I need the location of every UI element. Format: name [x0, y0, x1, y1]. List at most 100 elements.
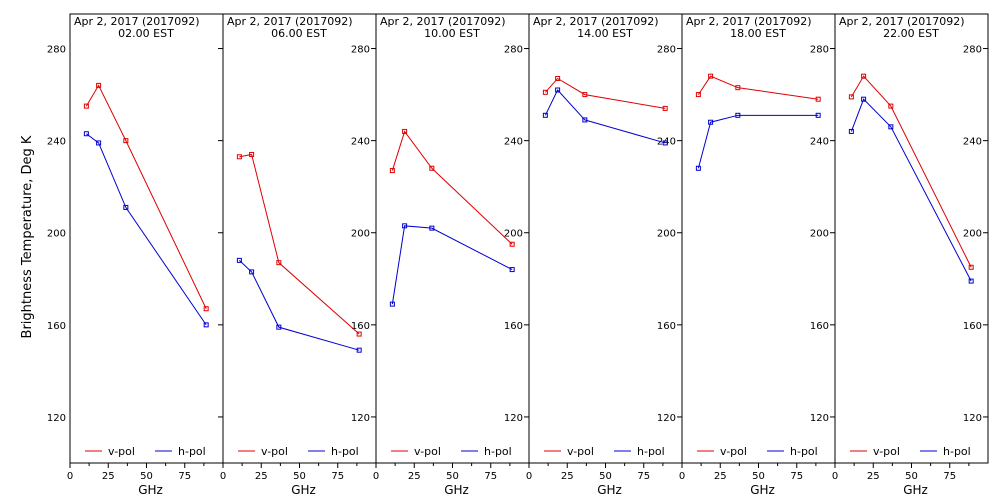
legend-label-h-pol: h-pol [484, 445, 512, 458]
data-point-h-pol [735, 112, 741, 118]
data-point-v-pol [389, 168, 395, 174]
panel-frame [69, 13, 224, 464]
data-point-h-pol [83, 131, 89, 137]
series-line-h-pol [850, 98, 972, 282]
data-point-v-pol [356, 331, 362, 337]
y-axis-label: Brightness Temperature, Deg K [20, 135, 35, 338]
x-tick-label: 50 [599, 471, 612, 482]
panels-group: Apr 2, 2017 (2017092)02.00 EST1201602002… [47, 13, 989, 497]
x-tick-label: 75 [484, 471, 497, 482]
data-point-v-pol [402, 128, 408, 134]
data-point-h-pol [888, 124, 894, 130]
y-tick-label: 200 [351, 229, 370, 240]
data-point-h-pol [249, 269, 255, 275]
data-point-v-pol [236, 154, 242, 160]
y-tick-label: 160 [504, 321, 523, 332]
x-tick-label: 0 [67, 471, 73, 482]
x-axis-label: GHz [291, 483, 316, 497]
data-point-v-pol [662, 105, 668, 111]
x-axis-label: GHz [903, 483, 928, 497]
data-point-h-pol [402, 223, 408, 229]
x-tick-label: 0 [526, 471, 532, 482]
x-tick-label: 50 [752, 471, 765, 482]
x-tick-label: 50 [293, 471, 306, 482]
panel-3: Apr 2, 2017 (2017092)10.00 EST 120 160 200 2… [373, 13, 530, 497]
y-tick-label: 200 [504, 229, 523, 240]
data-point-v-pol [695, 92, 701, 98]
data-point-h-pol [848, 128, 854, 134]
data-point-h-pol [542, 112, 548, 118]
y-tick-label: 160 [351, 321, 370, 332]
y-tick-label: 280 [810, 45, 829, 56]
panel-time-label: 02.00 EST [118, 27, 174, 40]
data-point-h-pol [815, 112, 821, 118]
data-point-h-pol [555, 87, 561, 93]
series-line-h-pol [239, 260, 360, 351]
panel-date-label: Apr 2, 2017 (2017092) [839, 15, 965, 28]
data-point-v-pol [123, 138, 129, 144]
y-tick-label: 160 [657, 321, 676, 332]
data-point-v-pol [429, 165, 435, 171]
legend-label-v-pol: v-pol [261, 445, 288, 458]
y-tick-label: 200 [963, 229, 982, 240]
y-tick-label: 200 [810, 229, 829, 240]
legend-label-h-pol: h-pol [331, 445, 359, 458]
panel-time-label: 06.00 EST [271, 27, 327, 40]
y-tick-label: 120 [351, 413, 370, 424]
x-tick-label: 75 [637, 471, 650, 482]
data-point-h-pol [968, 278, 974, 284]
data-point-v-pol [96, 82, 102, 88]
data-point-h-pol [389, 301, 395, 307]
panel-time-label: 18.00 EST [730, 27, 786, 40]
y-tick-label: 280 [963, 45, 982, 56]
x-tick-label: 75 [943, 471, 956, 482]
legend-label-h-pol: h-pol [790, 445, 818, 458]
x-tick-label: 50 [140, 471, 153, 482]
panel-date-label: Apr 2, 2017 (2017092) [686, 15, 812, 28]
series-line-v-pol [850, 75, 972, 268]
series-line-h-pol [544, 89, 666, 144]
y-tick-label: 160 [963, 321, 982, 332]
x-tick-label: 25 [561, 471, 574, 482]
panel-date-label: Apr 2, 2017 (2017092) [74, 15, 200, 28]
panel-date-label: Apr 2, 2017 (2017092) [380, 15, 506, 28]
panel-time-label: 14.00 EST [577, 27, 633, 40]
x-tick-label: 25 [408, 471, 421, 482]
legend-label-h-pol: h-pol [178, 445, 206, 458]
series-line-v-pol [697, 75, 819, 100]
data-point-h-pol [276, 324, 282, 330]
x-axis-label: GHz [444, 483, 469, 497]
y-tick-label: 240 [504, 137, 523, 148]
data-point-h-pol [203, 322, 209, 328]
x-tick-label: 75 [331, 471, 344, 482]
data-point-h-pol [582, 117, 588, 123]
data-point-v-pol [968, 264, 974, 270]
y-tick-label: 120 [963, 413, 982, 424]
y-tick-label: 280 [657, 45, 676, 56]
y-tick-label: 160 [47, 321, 66, 332]
y-tick-label: 280 [504, 45, 523, 56]
x-tick-label: 50 [905, 471, 918, 482]
y-tick-label: 240 [47, 137, 66, 148]
data-point-v-pol [861, 73, 867, 79]
x-axis-label: GHz [597, 483, 622, 497]
y-tick-label: 240 [657, 137, 676, 148]
data-point-h-pol [96, 140, 102, 146]
data-point-v-pol [276, 260, 282, 266]
x-tick-label: 25 [714, 471, 727, 482]
data-point-h-pol [695, 165, 701, 171]
series-line-v-pol [239, 153, 360, 335]
x-tick-label: 25 [867, 471, 880, 482]
data-point-v-pol [582, 92, 588, 98]
data-point-v-pol [708, 73, 714, 79]
panel-date-label: Apr 2, 2017 (2017092) [533, 15, 659, 28]
panel-6: Apr 2, 2017 (2017092)22.00 EST 120 160 200 2… [832, 13, 989, 497]
legend-label-h-pol: h-pol [637, 445, 665, 458]
data-point-v-pol [542, 89, 548, 95]
panel-4: Apr 2, 2017 (2017092)14.00 EST 120 160 200 2… [526, 13, 683, 497]
data-point-h-pol [429, 225, 435, 231]
x-tick-label: 0 [220, 471, 226, 482]
data-point-h-pol [123, 204, 129, 210]
panel-2: Apr 2, 2017 (2017092)06.00 EST 120 160 200 2… [220, 13, 377, 497]
y-tick-label: 240 [351, 137, 370, 148]
